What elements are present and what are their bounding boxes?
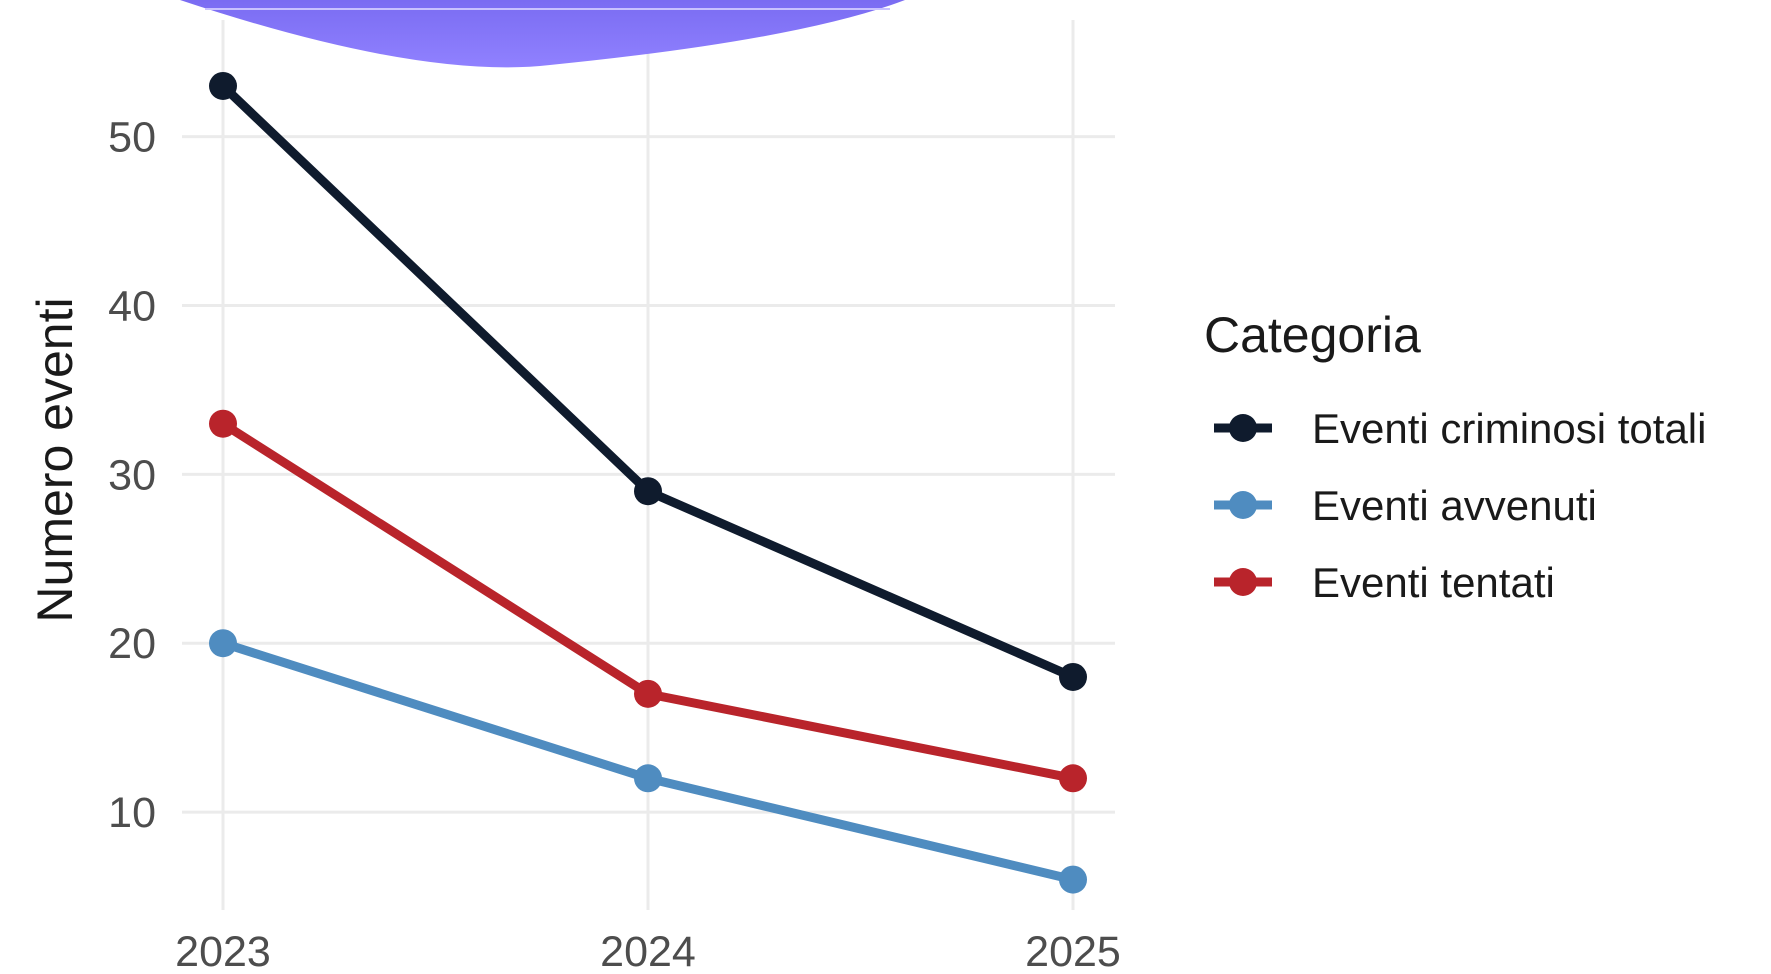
legend-key-point <box>1229 491 1257 519</box>
data-point <box>1059 662 1087 691</box>
data-point <box>634 764 662 793</box>
data-point <box>634 679 662 708</box>
x-tick-label: 2025 <box>1025 928 1121 974</box>
y-tick-label: 10 <box>108 789 156 837</box>
legend-title: Categoria <box>1204 307 1421 363</box>
legend-item: Eventi tentati <box>1214 559 1555 606</box>
data-point <box>209 71 237 100</box>
y-tick-label: 50 <box>108 114 156 162</box>
legend: Categoria Eventi criminosi totali Eventi … <box>1204 307 1706 606</box>
y-tick-label: 20 <box>108 620 156 668</box>
data-point <box>1059 865 1087 894</box>
legend-key-point <box>1229 414 1257 442</box>
data-point <box>209 629 237 658</box>
legend-item: Eventi criminosi totali <box>1214 405 1706 452</box>
legend-label: Eventi avvenuti <box>1312 482 1597 529</box>
x-tick-label: 2023 <box>175 928 271 974</box>
data-point <box>209 409 237 438</box>
x-axis-ticks: 2023 2024 2025 <box>175 928 1121 974</box>
series-2 <box>209 409 1087 793</box>
y-tick-label: 30 <box>108 451 156 499</box>
legend-item: Eventi avvenuti <box>1214 482 1597 529</box>
series-0 <box>209 71 1087 691</box>
legend-label: Eventi criminosi totali <box>1312 405 1706 452</box>
y-tick-label: 40 <box>108 282 156 330</box>
data-point <box>634 477 662 506</box>
legend-key-point <box>1229 568 1257 596</box>
x-tick-label: 2024 <box>600 928 696 974</box>
series <box>209 71 1087 894</box>
series-1 <box>209 629 1087 894</box>
purple-overlay-shape <box>180 0 905 68</box>
overlay-decoration <box>180 0 905 68</box>
data-point <box>1059 764 1087 793</box>
y-axis-title: Numero eventi <box>27 297 83 622</box>
legend-label: Eventi tentati <box>1312 559 1555 606</box>
grid <box>182 20 1115 910</box>
y-axis-ticks: 10 20 30 40 50 <box>108 114 156 837</box>
